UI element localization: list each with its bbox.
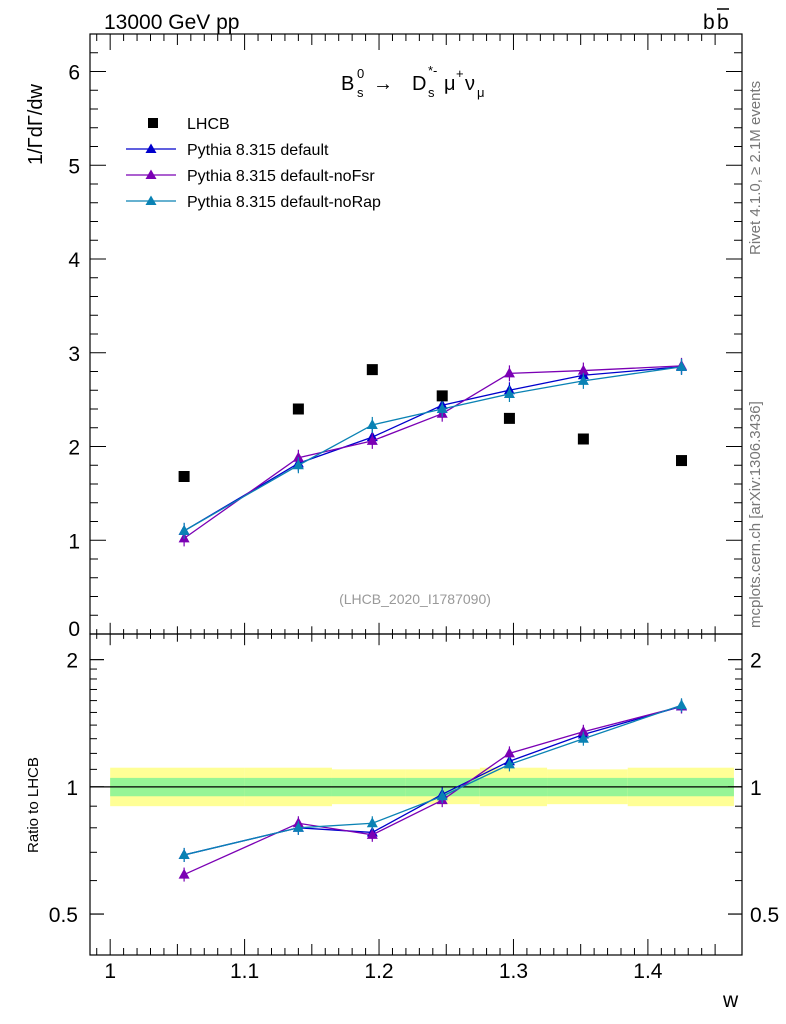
legend-label-norap: Pythia 8.315 default-noRap <box>187 194 381 211</box>
legend-entry-nofsr: Pythia 8.315 default-noFsr <box>126 168 375 185</box>
ratio-ytick-label-r-2: 2 <box>750 650 762 673</box>
main-ytick-label-1: 1 <box>68 530 80 553</box>
ratio-point-2-5 <box>577 732 589 743</box>
process-Bs-sub: s <box>357 85 364 100</box>
header-right-b: b <box>703 11 715 34</box>
main-ytick-label-6: 6 <box>68 62 80 85</box>
xtick-label-4: 1.4 <box>633 960 663 983</box>
main-ytick-label-5: 5 <box>68 155 80 178</box>
ratio-point-1-4 <box>503 747 515 758</box>
main-point-2-4 <box>503 388 515 398</box>
ratio-frame <box>89 633 743 956</box>
data-point-3 <box>436 390 448 402</box>
ratio-point-2-1 <box>292 821 304 832</box>
ratio-ytick-label-r-0: 0.5 <box>750 904 779 927</box>
main-ytick-label-0: 0 <box>68 618 80 641</box>
main-ytick-label-2: 2 <box>68 437 80 460</box>
main-point-2-5 <box>577 374 589 385</box>
legend-label-default: Pythia 8.315 default <box>187 142 329 159</box>
ratio-ytick-label-l-0: 0.5 <box>49 904 78 927</box>
ratio-point-2-4 <box>503 758 515 769</box>
process-nu: ν <box>465 73 475 95</box>
process-mu: μ <box>444 73 456 95</box>
xtick-label-3: 1.3 <box>499 960 528 983</box>
xtick-label-2: 1.2 <box>364 960 393 983</box>
ratio-ylabel: Ratio to LHCB <box>25 757 42 853</box>
main-point-2-1 <box>292 459 304 470</box>
data-point-1 <box>292 403 304 415</box>
ratio-ytick-label-r-1: 1 <box>750 777 762 800</box>
process-label: B 0 s → D *- s μ + ν μ <box>341 63 485 100</box>
process-Ds-sup: *- <box>428 63 437 78</box>
main-point-1-2 <box>366 434 378 445</box>
ratio-ytick-label-l-1: 1 <box>66 777 78 800</box>
data-point-6 <box>676 455 688 467</box>
ratio-point-2-3 <box>436 790 448 801</box>
main-point-2-3 <box>436 403 448 413</box>
data-point-5 <box>577 433 589 445</box>
ratio-point-2-0 <box>178 848 190 859</box>
main-ylabel: 1/ΓdΓ/dw <box>25 83 47 165</box>
main-point-1-5 <box>577 364 589 375</box>
process-Ds-sub: s <box>428 85 435 100</box>
main-line-1 <box>183 365 682 539</box>
ratio-point-1-2 <box>366 828 378 839</box>
process-Bs-sup: 0 <box>357 66 364 81</box>
main-line-2 <box>183 366 682 532</box>
main-point-1-1 <box>292 451 304 462</box>
legend-label-lhcb: LHCB <box>187 116 230 133</box>
ratio-plot: 0.5 0.5 1 1 2 2 1 1.1 1.2 1.3 1.4 <box>49 633 779 983</box>
ratio-point-1-5 <box>577 725 589 736</box>
xtick-label-1: 1.1 <box>230 960 259 983</box>
main-plot: 0 1 2 3 4 5 6 <box>68 33 743 641</box>
ratio-point-2-2 <box>366 817 378 828</box>
main-line-0 <box>183 366 682 532</box>
legend-marker-nofsr <box>145 169 157 179</box>
process-nu-sub: μ <box>477 85 485 100</box>
data-point-2 <box>366 364 378 376</box>
main-point-1-4 <box>503 367 515 378</box>
legend-entry-default: Pythia 8.315 default <box>126 142 329 159</box>
data-point-0 <box>178 471 190 482</box>
ratio-ytick-label-l-2: 2 <box>66 650 78 673</box>
legend-marker-lhcb <box>148 118 158 128</box>
process-arrow: → <box>373 73 393 95</box>
ratio-point-1-0 <box>178 868 190 879</box>
process-Bs: B <box>341 73 354 95</box>
main-ytick-label-4: 4 <box>68 249 80 272</box>
legend: LHCB Pythia 8.315 default Pythia 8.315 d… <box>126 116 381 211</box>
legend-marker-default <box>145 143 157 153</box>
x-axis-label: w <box>722 989 739 1012</box>
header-right-bbar: b <box>717 11 729 34</box>
main-point-2-2 <box>366 418 378 429</box>
main-point-2-0 <box>178 524 190 535</box>
header-left: 13000 GeV pp <box>104 11 239 34</box>
legend-entry-lhcb: LHCB <box>148 116 230 133</box>
process-Ds: D <box>412 73 426 95</box>
analysis-id: (LHCB_2020_I1787090) <box>339 591 491 607</box>
main-point-2-6 <box>676 360 688 371</box>
rivet-label: Rivet 4.1.0, ≥ 2.1M events <box>747 81 764 255</box>
main-ytick-label-3: 3 <box>68 343 80 366</box>
header-right: b b <box>703 8 729 34</box>
xtick-label-0: 1 <box>104 960 116 983</box>
legend-entry-norap: Pythia 8.315 default-noRap <box>126 194 381 211</box>
process-mu-sup: + <box>456 66 464 81</box>
mcplots-label: mcplots.cern.ch [arXiv:1306.3436] <box>747 401 764 628</box>
legend-marker-norap <box>145 195 157 205</box>
ratio-point-2-6 <box>676 699 688 710</box>
legend-label-nofsr: Pythia 8.315 default-noFsr <box>187 168 375 185</box>
data-point-4 <box>503 412 515 424</box>
